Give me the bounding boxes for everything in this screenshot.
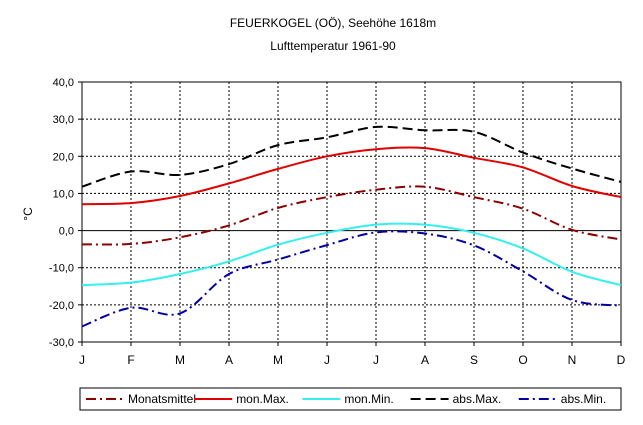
y-tick-label: 0,0 bbox=[59, 226, 74, 238]
legend-label: abs.Min. bbox=[561, 392, 606, 406]
y-tick-label: -10,0 bbox=[49, 263, 74, 275]
y-tick-label: 20,0 bbox=[53, 151, 74, 163]
x-tick-label: J bbox=[373, 353, 379, 367]
x-tick-label: F bbox=[127, 353, 134, 367]
x-tick-label: D bbox=[617, 353, 626, 367]
legend-label: abs.Max. bbox=[453, 392, 502, 406]
y-tick-label: -30,0 bbox=[49, 337, 74, 349]
legend-label: mon.Max. bbox=[236, 392, 289, 406]
plot-frame bbox=[81, 81, 622, 343]
series-line-monatsmittel bbox=[81, 185, 622, 246]
legend-label: Monatsmittel bbox=[128, 392, 196, 406]
y-tick-label: 30,0 bbox=[53, 114, 74, 126]
x-tick-label: O bbox=[518, 353, 527, 367]
x-tick-label: A bbox=[225, 353, 233, 367]
x-tick-label: N bbox=[568, 353, 577, 367]
y-tick-label: 40,0 bbox=[53, 77, 74, 89]
y-tick-label: 10,0 bbox=[53, 188, 74, 200]
chart-title: FEUERKOGEL (OÖ), Seehöhe 1618m bbox=[230, 16, 436, 30]
x-tick-label: J bbox=[324, 353, 330, 367]
x-tick-label: A bbox=[421, 353, 429, 367]
chart-subtitle: Lufttemperatur 1961-90 bbox=[270, 39, 396, 53]
y-axis-label: °C bbox=[21, 207, 35, 221]
x-tick-label: M bbox=[175, 353, 185, 367]
x-tick-label: M bbox=[273, 353, 283, 367]
series-line-mon-min bbox=[81, 222, 622, 287]
series-line-abs-max bbox=[81, 125, 622, 188]
plot-area: -30,0 -20,0 -10,0 0,0 10,0 20,0 30,0 40,0 J F M A M J… bbox=[49, 77, 626, 367]
x-tick-label: J bbox=[79, 353, 85, 367]
y-tick-label: -20,0 bbox=[49, 300, 74, 312]
series-line-mon-max bbox=[81, 146, 622, 206]
legend: Monatsmittel mon.Max. mon.Min. abs.Max. abs.… bbox=[79, 387, 622, 411]
legend-label: mon.Min. bbox=[344, 392, 393, 406]
legend-box bbox=[79, 387, 622, 411]
x-tick-label: S bbox=[470, 353, 478, 367]
